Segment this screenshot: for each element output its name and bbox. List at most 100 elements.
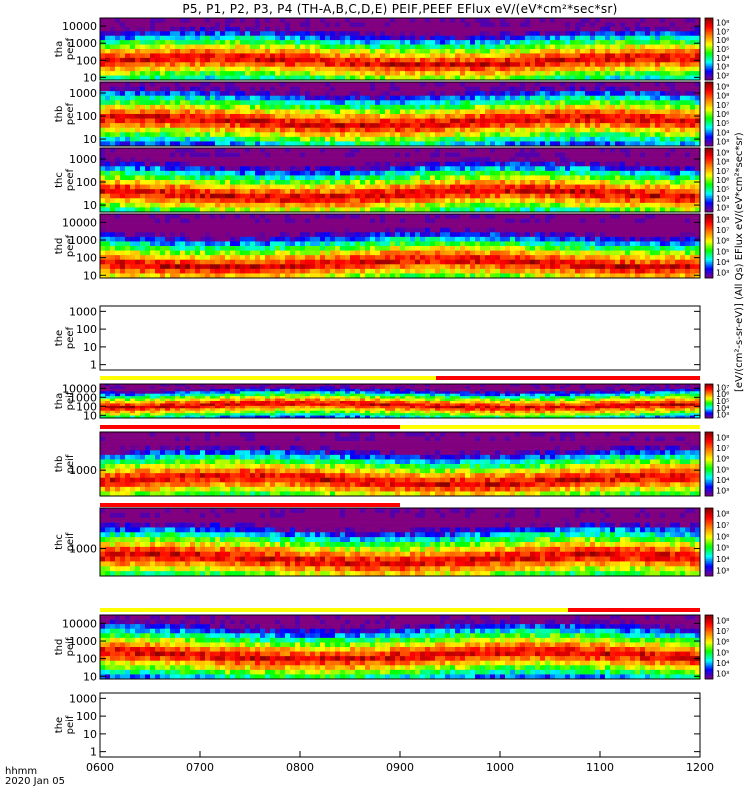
heatmap-cell (540, 95, 546, 101)
heatmap-cell (110, 22, 116, 28)
heatmap-cell (490, 86, 496, 92)
heatmap-cell (220, 175, 226, 181)
heatmap-cell (355, 71, 361, 76)
heatmap-cell (575, 109, 581, 115)
heatmap-cell (550, 95, 556, 101)
heatmap-cell (370, 40, 376, 45)
heatmap-cell (125, 118, 131, 124)
heatmap-cell (325, 170, 331, 176)
heatmap-cell (280, 114, 286, 119)
heatmap-cell (210, 132, 216, 138)
heatmap-cell (505, 44, 511, 50)
heatmap-cell (590, 170, 596, 176)
heatmap-cell (330, 202, 336, 208)
heatmap-cell (640, 18, 646, 23)
heatmap-cell (365, 26, 371, 32)
heatmap-cell (390, 189, 396, 195)
heatmap-cell (530, 141, 536, 147)
heatmap-cell (265, 71, 271, 76)
heatmap-cell (670, 132, 676, 138)
heatmap-cell (605, 141, 611, 147)
heatmap-cell (540, 193, 546, 199)
heatmap-cell (220, 180, 226, 185)
heatmap-cell (120, 35, 126, 41)
heatmap-cell (300, 71, 306, 76)
heatmap-cell (540, 207, 546, 213)
heatmap-cell (510, 109, 516, 115)
heatmap-cell (470, 189, 476, 195)
heatmap-cell (135, 157, 141, 163)
heatmap-cell (310, 118, 316, 124)
heatmap-cell (505, 132, 511, 138)
heatmap-cell (555, 109, 561, 115)
heatmap-cell (565, 189, 571, 195)
heatmap-cell (115, 123, 121, 129)
heatmap-cell (135, 175, 141, 181)
heatmap-cell (190, 114, 196, 119)
heatmap-cell (185, 202, 191, 208)
heatmap-cell (330, 95, 336, 101)
heatmap-cell (470, 26, 476, 32)
heatmap-cell (120, 75, 126, 81)
heatmap-cell (600, 123, 606, 129)
heatmap-cell (600, 202, 606, 208)
heatmap-cell (105, 207, 111, 213)
heatmap-cell (125, 148, 131, 153)
heatmap-cell (100, 170, 106, 176)
heatmap-cell (140, 114, 146, 119)
heatmap-cell (300, 109, 306, 115)
heatmap-cell (340, 49, 346, 54)
heatmap-cell (600, 53, 606, 59)
heatmap-cell (220, 136, 226, 142)
heatmap-cell (395, 136, 401, 142)
heatmap-cell (240, 71, 246, 76)
heatmap-cell (600, 161, 606, 167)
heatmap-cell (380, 198, 386, 204)
heatmap-cell (295, 148, 301, 153)
heatmap-cell (385, 193, 391, 199)
heatmap-cell (595, 31, 601, 37)
heatmap-cell (275, 22, 281, 28)
heatmap-cell (465, 62, 471, 68)
heatmap-cell (330, 114, 336, 119)
heatmap-cell (170, 86, 176, 92)
heatmap-cell (175, 123, 181, 129)
heatmap-cell (680, 109, 686, 115)
heatmap-cell (645, 31, 651, 37)
heatmap-cell (505, 57, 511, 63)
heatmap-cell (430, 44, 436, 50)
heatmap-cell (250, 18, 256, 23)
heatmap-cell (325, 104, 331, 110)
heatmap-cell (405, 95, 411, 101)
heatmap-cell (145, 184, 151, 190)
heatmap-cell (130, 118, 136, 124)
heatmap-cell (315, 104, 321, 110)
heatmap-cell (385, 161, 391, 167)
heatmap-cell (525, 104, 531, 110)
colorbar-tick-label: 10³ (716, 137, 729, 146)
heatmap-cell (455, 49, 461, 54)
heatmap-cell (445, 184, 451, 190)
heatmap-cell (410, 127, 416, 133)
heatmap-cell (580, 123, 586, 129)
heatmap-cell (650, 114, 656, 119)
heatmap-cell (440, 170, 446, 176)
heatmap-cell (320, 109, 326, 115)
heatmap-cell (225, 49, 231, 54)
heatmap-cell (380, 136, 386, 142)
heatmap-cell (545, 44, 551, 50)
colorbar-cell (705, 28, 713, 31)
heatmap-cell (145, 82, 151, 87)
heatmap-cell (115, 49, 121, 54)
heatmap-cell (165, 100, 171, 106)
heatmap-cell (500, 152, 506, 158)
heatmap-cell (325, 202, 331, 208)
heatmap-cell (140, 104, 146, 110)
heatmap-cell (170, 127, 176, 133)
heatmap-cell (315, 127, 321, 133)
heatmap-cell (215, 31, 221, 37)
heatmap-cell (325, 207, 331, 213)
heatmap-cell (305, 193, 311, 199)
heatmap-cell (230, 118, 236, 124)
heatmap-cell (470, 184, 476, 190)
